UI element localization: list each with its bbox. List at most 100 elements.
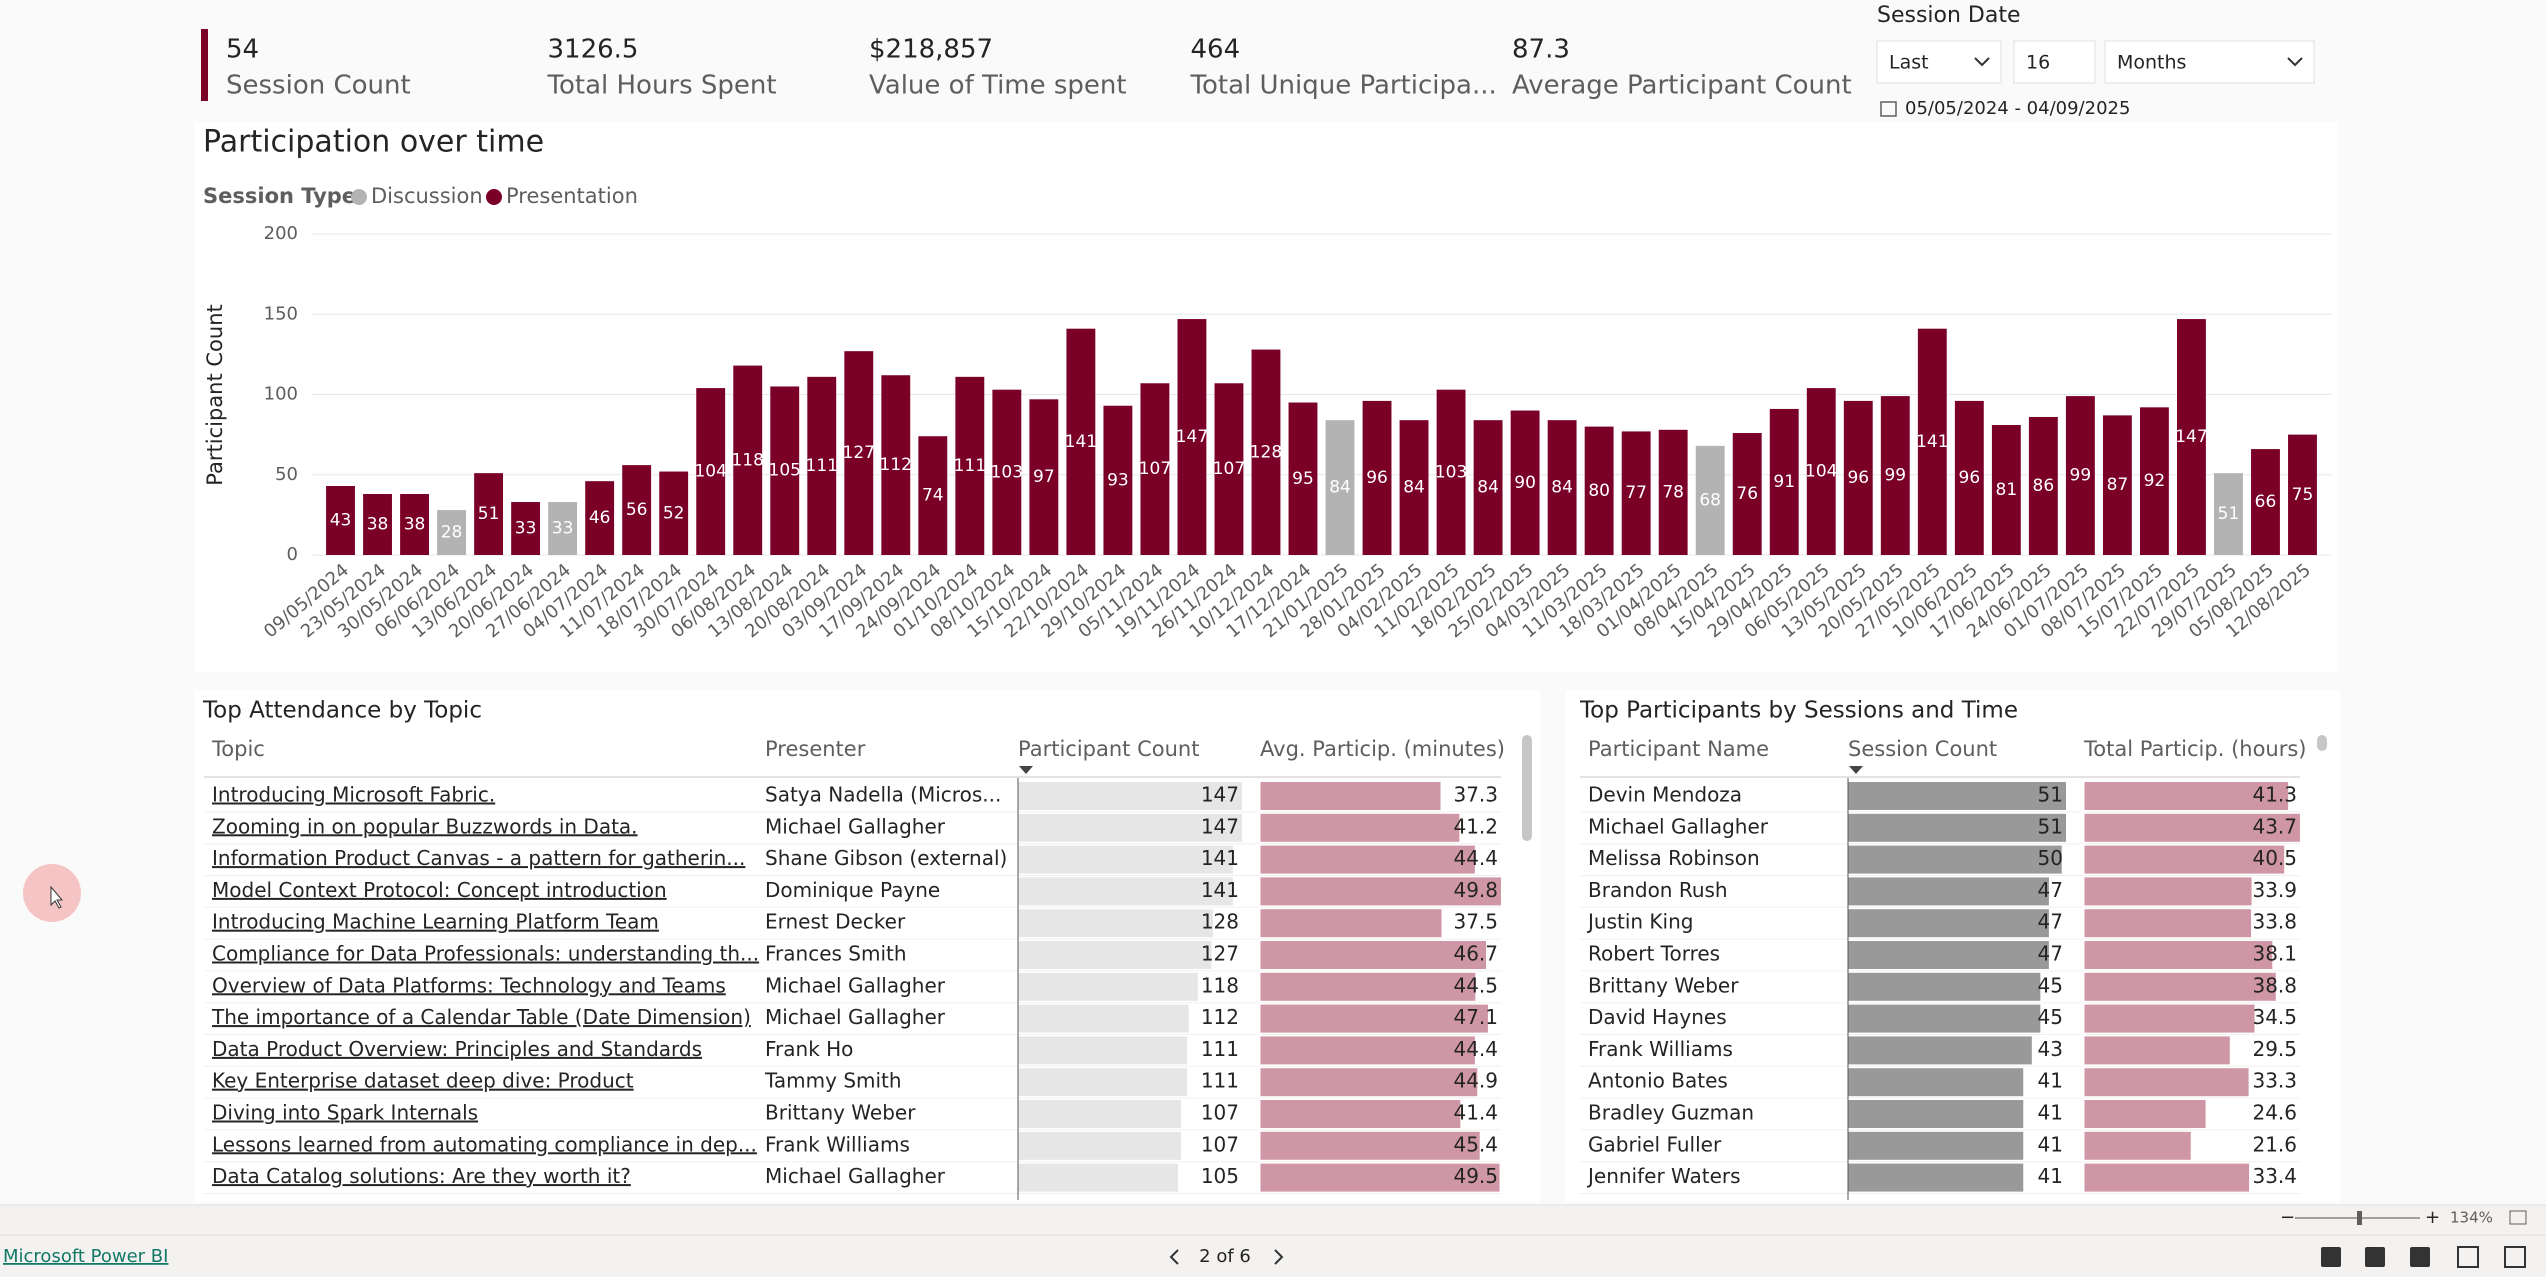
topic-link[interactable]: Key Enterprise dataset deep dive: Produc… xyxy=(212,1069,634,1093)
data-bar xyxy=(1018,1163,1178,1192)
data-bar xyxy=(1260,909,1442,938)
data-bar xyxy=(2084,1100,2206,1128)
cell-value: 141 xyxy=(1201,846,1239,870)
cell-text: Shane Gibson (external) xyxy=(765,846,1007,870)
data-label: 84 xyxy=(1329,478,1351,498)
bar xyxy=(1436,389,1466,555)
share-facebook[interactable] xyxy=(2321,1247,2341,1267)
topic-link[interactable]: Data Catalog solutions: Are they worth i… xyxy=(212,1164,631,1188)
bar xyxy=(437,510,467,555)
topic-link[interactable]: Introducing Machine Learning Platform Te… xyxy=(212,910,659,934)
topic-link[interactable]: Compliance for Data Professionals: under… xyxy=(212,942,759,966)
data-bar xyxy=(2084,877,2252,906)
dropdown[interactable] xyxy=(2104,40,2315,84)
cell-value: 24.6 xyxy=(2252,1101,2297,1125)
data-bar xyxy=(2084,1131,2191,1160)
topic-link[interactable]: Introducing Microsoft Fabric. xyxy=(212,783,495,807)
data-bar xyxy=(1018,845,1233,874)
topic-link[interactable]: Data Product Overview: Principles and St… xyxy=(212,1037,702,1061)
data-bar xyxy=(1260,1163,1500,1192)
share-twitter[interactable] xyxy=(2365,1247,2385,1267)
data-label: 38 xyxy=(367,515,389,535)
scrollbar[interactable] xyxy=(1522,735,1532,841)
data-bar xyxy=(1848,1131,2024,1160)
slicer-unit[interactable]: Months xyxy=(2117,52,2186,74)
data-label: 28 xyxy=(441,523,463,543)
fit-icon[interactable] xyxy=(2509,1210,2527,1225)
bar xyxy=(807,376,837,555)
cell-value: 47 xyxy=(2038,878,2063,902)
cell-text: Michael Gallagher xyxy=(765,1005,946,1029)
cell-text: Frank Williams xyxy=(765,1132,910,1156)
data-label: 78 xyxy=(1662,482,1684,502)
data-bar xyxy=(1018,782,1242,810)
cell-text: Antonio Bates xyxy=(1588,1069,1728,1093)
bar xyxy=(2214,473,2243,555)
data-label: 93 xyxy=(1107,470,1129,490)
kpi-label: Average Participant Count xyxy=(1512,71,1852,101)
column-header: Avg. Particip. (minutes) xyxy=(1260,737,1505,761)
cell-value: 37.3 xyxy=(1453,783,1498,807)
legend-marker xyxy=(351,189,367,205)
cell-value: 112 xyxy=(1201,1005,1239,1029)
bar xyxy=(844,351,874,555)
data-bar xyxy=(1260,1036,1475,1065)
topic-link[interactable]: Lessons learned from automating complian… xyxy=(212,1132,757,1156)
topic-link[interactable]: Model Context Protocol: Concept introduc… xyxy=(212,878,667,902)
cell-text: Jennifer Waters xyxy=(1586,1164,1741,1188)
chart-title: Participation over time xyxy=(203,125,544,160)
data-label: 90 xyxy=(1514,473,1536,493)
scrollbar[interactable] xyxy=(2317,735,2327,751)
share-linkedin[interactable] xyxy=(2410,1247,2430,1267)
bar xyxy=(2176,319,2206,555)
bar xyxy=(1066,328,1096,555)
data-label: 43 xyxy=(330,510,352,530)
topic-link[interactable]: Diving into Spark Internals xyxy=(212,1101,478,1125)
data-label: 80 xyxy=(1588,481,1610,501)
data-label: 86 xyxy=(2033,476,2055,496)
zoom-out[interactable]: − xyxy=(2280,1207,2295,1228)
cell-text: Frances Smith xyxy=(765,942,907,966)
cell-text: Michael Gallagher xyxy=(1588,814,1769,838)
zoom-in[interactable]: + xyxy=(2425,1207,2440,1228)
topic-link[interactable]: Information Product Canvas - a pattern f… xyxy=(212,846,745,870)
data-bar xyxy=(2084,1004,2255,1033)
bar xyxy=(1732,433,1762,555)
topic-link[interactable]: Overview of Data Platforms: Technology a… xyxy=(212,973,726,997)
cell-value: 29.5 xyxy=(2252,1037,2297,1061)
cell-value: 147 xyxy=(1201,814,1239,838)
cell-text: Michael Gallagher xyxy=(765,1164,946,1188)
bar xyxy=(2102,415,2132,555)
share[interactable] xyxy=(2457,1246,2479,1268)
next-page[interactable] xyxy=(1274,1249,1284,1265)
cell-value: 51 xyxy=(2038,783,2063,807)
topic-link[interactable]: The importance of a Calendar Table (Date… xyxy=(211,1005,751,1029)
kpi-value: 464 xyxy=(1191,35,1241,65)
cell-value: 41 xyxy=(2038,1132,2063,1156)
cell-value: 44.9 xyxy=(1453,1069,1498,1093)
data-bar xyxy=(1260,941,1486,969)
data-label: 112 xyxy=(880,455,912,475)
slicer-range: 05/05/2024 - 04/09/2025 xyxy=(1905,98,2130,119)
bar xyxy=(400,494,429,555)
table-title: Top Participants by Sessions and Time xyxy=(1579,698,2018,724)
data-label: 51 xyxy=(2218,504,2240,524)
cell-value: 43 xyxy=(2038,1037,2063,1061)
bar xyxy=(1325,420,1355,555)
brand-link[interactable]: Microsoft Power BI xyxy=(3,1246,168,1267)
cell-text: Robert Torres xyxy=(1588,942,1720,966)
data-label: 84 xyxy=(1403,478,1425,498)
slicer-count[interactable]: 16 xyxy=(2026,52,2050,74)
bar xyxy=(1362,400,1392,555)
y-tick-label: 50 xyxy=(275,464,298,485)
data-bar xyxy=(1848,972,2041,1001)
number-input[interactable] xyxy=(2013,40,2096,84)
fullscreen[interactable] xyxy=(2504,1246,2526,1268)
cell-value: 127 xyxy=(1201,942,1239,966)
cell-value: 21.6 xyxy=(2252,1132,2297,1156)
prev-page[interactable] xyxy=(1169,1249,1179,1265)
slicer-mode[interactable]: Last xyxy=(1889,52,1929,74)
topic-link[interactable]: Zooming in on popular Buzzwords in Data. xyxy=(212,814,638,838)
zoom-thumb[interactable] xyxy=(2357,1211,2362,1225)
data-bar xyxy=(1848,1100,2024,1128)
